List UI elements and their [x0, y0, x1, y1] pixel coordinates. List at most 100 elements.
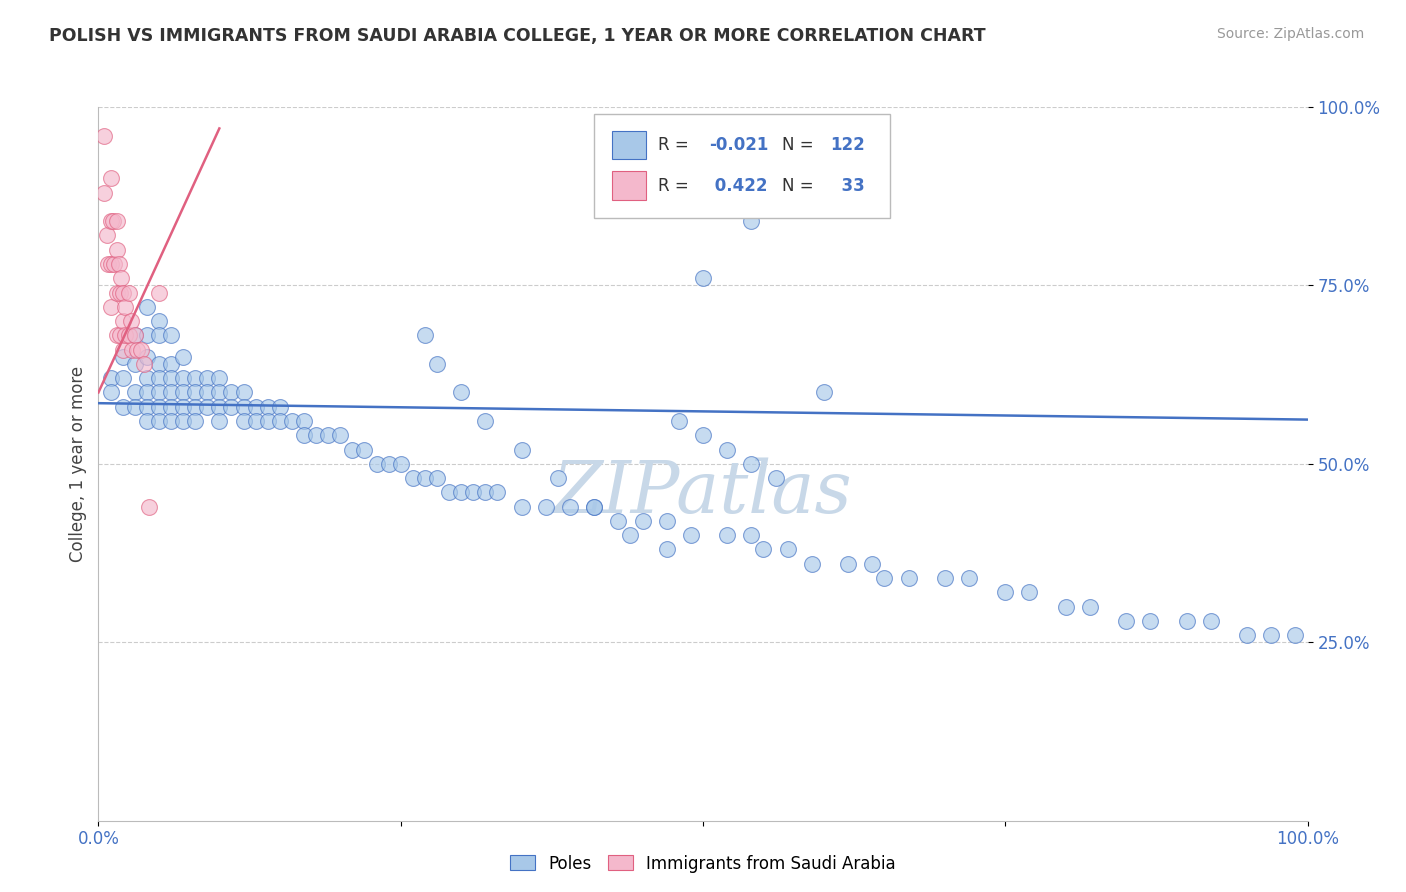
Point	[437, 485, 460, 500]
Point	[607, 514, 630, 528]
Bar	[612, 171, 647, 200]
Point	[160, 357, 183, 371]
Point	[1054, 599, 1077, 614]
Point	[148, 400, 170, 414]
Text: ZIPatlas: ZIPatlas	[553, 457, 853, 528]
Point	[957, 571, 980, 585]
Point	[583, 500, 606, 514]
Point	[1175, 614, 1198, 628]
Point	[316, 428, 339, 442]
Point	[245, 400, 267, 414]
Point	[377, 457, 399, 471]
Point	[135, 414, 157, 428]
Point	[93, 128, 115, 143]
Point	[269, 400, 291, 414]
Text: 33: 33	[830, 177, 865, 194]
Point	[108, 257, 131, 271]
Point	[148, 357, 170, 371]
Point	[96, 228, 118, 243]
Point	[450, 485, 472, 500]
Point	[534, 500, 557, 514]
Point	[124, 328, 146, 343]
Point	[111, 371, 134, 385]
Point	[366, 457, 388, 471]
Point	[232, 414, 254, 428]
Point	[232, 385, 254, 400]
Point	[118, 285, 141, 300]
Point	[655, 542, 678, 557]
Point	[631, 514, 654, 528]
Text: N =: N =	[782, 177, 818, 194]
Point	[402, 471, 425, 485]
Point	[105, 285, 128, 300]
Point	[93, 186, 115, 200]
Point	[1199, 614, 1222, 628]
Point	[111, 285, 134, 300]
Point	[510, 442, 533, 457]
FancyBboxPatch shape	[595, 114, 890, 218]
Point	[208, 414, 231, 428]
Point	[463, 485, 485, 500]
Point	[547, 471, 569, 485]
Point	[121, 343, 143, 357]
Point	[105, 328, 128, 343]
Point	[124, 357, 146, 371]
Point	[655, 514, 678, 528]
Point	[172, 350, 194, 364]
Point	[342, 442, 364, 457]
Point	[1284, 628, 1306, 642]
Point	[184, 371, 207, 385]
Point	[558, 500, 581, 514]
Point	[195, 400, 218, 414]
Point	[135, 328, 157, 343]
Point	[111, 343, 134, 357]
Point	[110, 271, 132, 285]
Text: 122: 122	[830, 136, 865, 153]
Point	[221, 385, 243, 400]
Point	[124, 385, 146, 400]
Point	[292, 414, 315, 428]
Point	[292, 428, 315, 442]
Point	[129, 343, 152, 357]
Point	[148, 314, 170, 328]
Point	[127, 343, 149, 357]
Point	[232, 400, 254, 414]
Point	[1078, 599, 1101, 614]
Point	[486, 485, 509, 500]
Point	[837, 557, 859, 571]
Point	[305, 428, 328, 442]
Point	[160, 328, 183, 343]
Point	[1260, 628, 1282, 642]
Point	[692, 428, 714, 442]
Point	[120, 314, 142, 328]
Point	[101, 214, 124, 228]
Point	[716, 528, 738, 542]
Text: R =: R =	[658, 136, 695, 153]
Point	[1018, 585, 1040, 599]
Point	[208, 371, 231, 385]
Point	[994, 585, 1017, 599]
Point	[100, 300, 122, 314]
Point	[281, 414, 304, 428]
Point	[184, 385, 207, 400]
Point	[148, 328, 170, 343]
Point	[813, 385, 835, 400]
Point	[873, 571, 896, 585]
Point	[114, 328, 136, 343]
Point	[134, 357, 156, 371]
Point	[138, 500, 160, 514]
Point	[100, 257, 122, 271]
Point	[118, 328, 141, 343]
Point	[160, 385, 183, 400]
Point	[1139, 614, 1161, 628]
Point	[108, 328, 131, 343]
Point	[474, 485, 496, 500]
Point	[160, 400, 183, 414]
Point	[208, 400, 231, 414]
Bar	[612, 130, 647, 159]
Point	[105, 214, 128, 228]
Point	[108, 285, 131, 300]
Point	[692, 271, 714, 285]
Point	[752, 542, 775, 557]
Point	[148, 385, 170, 400]
